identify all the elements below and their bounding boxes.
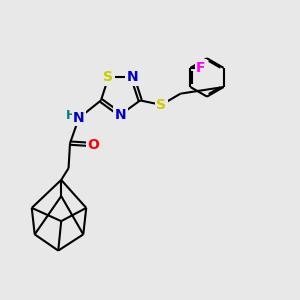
Text: F: F [196, 61, 206, 75]
Text: O: O [88, 138, 100, 152]
Text: S: S [156, 98, 167, 112]
Text: N: N [73, 111, 85, 125]
Text: N: N [115, 108, 126, 122]
Text: H: H [66, 109, 77, 122]
Text: N: N [127, 70, 139, 84]
Text: S: S [103, 70, 113, 84]
